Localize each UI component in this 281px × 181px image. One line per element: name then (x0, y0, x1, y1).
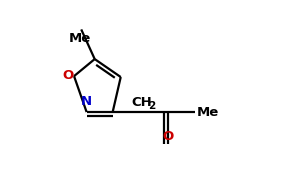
Text: N: N (81, 94, 92, 108)
Text: CH: CH (131, 96, 152, 109)
Text: O: O (163, 130, 174, 143)
Text: 2: 2 (148, 101, 155, 111)
Text: O: O (62, 69, 73, 82)
Text: Me: Me (197, 106, 219, 119)
Text: Me: Me (68, 32, 90, 45)
